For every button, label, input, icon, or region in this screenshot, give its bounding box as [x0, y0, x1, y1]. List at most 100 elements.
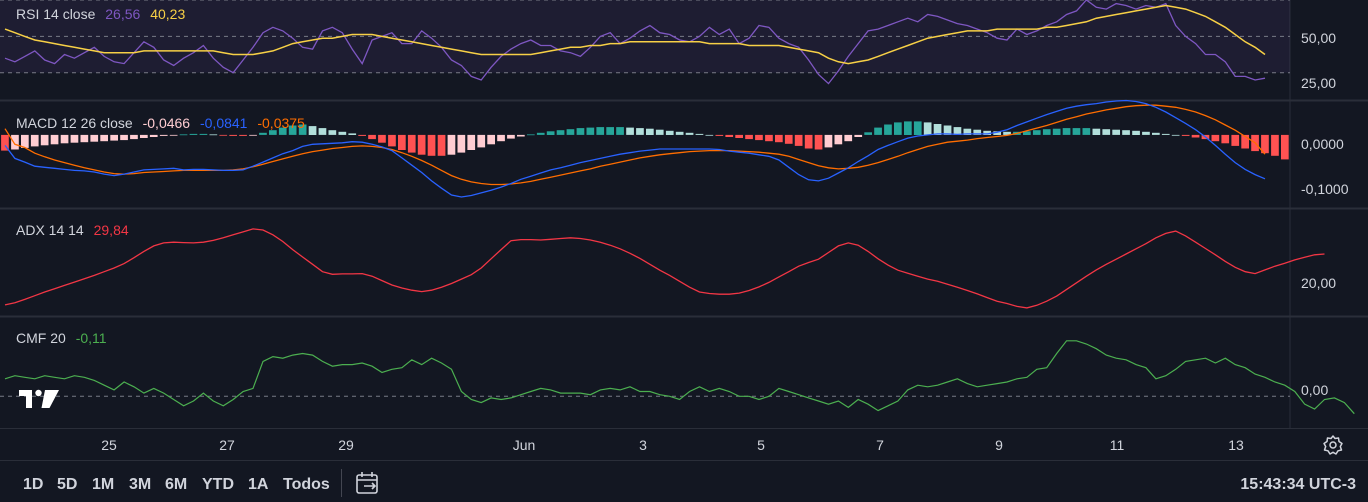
macd-histogram-bar: [358, 134, 366, 136]
macd-histogram-bar: [646, 128, 654, 135]
macd-histogram-bar: [1221, 134, 1230, 144]
rsi-line: [4, 0, 1266, 85]
macd-histogram-bar: [566, 129, 575, 135]
macd-histogram-bar: [1122, 130, 1130, 135]
macd-histogram-bar: [417, 134, 426, 155]
rsi-legend: RSI 14 close 26,56 40,23: [16, 6, 191, 22]
macd-histogram-bar: [636, 128, 644, 135]
macd-histogram-bar: [1152, 132, 1160, 135]
macd-histogram-bar: [844, 134, 853, 142]
macd-histogram-bar: [904, 121, 912, 135]
x-tick-7: 7: [876, 437, 884, 453]
macd-histogram-bar: [21, 134, 29, 148]
clock-readout[interactable]: 15:43:34 UTC-3: [1240, 476, 1356, 493]
macd-histogram-bar: [80, 134, 89, 143]
toolbar-divider: [341, 469, 342, 497]
macd-histogram-bar: [745, 134, 753, 140]
macd-histogram-bar: [497, 134, 505, 142]
macd-histogram-bar: [288, 125, 297, 135]
timeframe-6m[interactable]: 6M: [165, 476, 188, 493]
macd-histogram-bar: [1241, 134, 1249, 149]
macd-histogram-bar: [993, 131, 1001, 135]
gear-icon[interactable]: [1322, 434, 1344, 456]
adx-legend: ADX 14 14 29,84: [16, 222, 135, 238]
macd-histogram-bar: [199, 133, 208, 135]
macd-histogram-bar: [963, 128, 972, 135]
macd-histogram-bar: [249, 134, 257, 136]
adx-legend-value: 29,84: [93, 222, 129, 238]
macd-histogram-bar: [298, 124, 307, 135]
timeframe-1m[interactable]: 1M: [92, 476, 115, 493]
macd-histogram-bar: [665, 130, 674, 135]
macd-histogram-bar: [735, 134, 743, 138]
macd-histogram-bar: [705, 134, 714, 136]
macd-histogram-bar: [1023, 131, 1031, 135]
macd-histogram-bar: [407, 134, 416, 153]
macd-histogram-bar: [1181, 134, 1190, 136]
macd-histogram-bar: [1171, 134, 1180, 136]
macd-histogram-bar: [169, 134, 178, 136]
macd-histogram-bar: [1, 134, 9, 151]
macd-histogram-bar: [30, 134, 39, 147]
macd-histogram-bar: [348, 133, 357, 135]
macd-histogram-bar: [586, 127, 595, 135]
macd-histogram-bar: [140, 134, 148, 138]
macd-histogram-bar: [1032, 130, 1041, 135]
macd-histogram-bar: [854, 134, 863, 137]
macd-histogram-bar: [1231, 134, 1240, 146]
macd-histogram-bar: [695, 133, 704, 135]
macd-histogram-bar: [576, 128, 585, 135]
macd-histogram-bar: [596, 127, 605, 135]
timeframe-3m[interactable]: 3M: [129, 476, 152, 493]
macd-histogram-bar: [755, 134, 763, 141]
timeframe-todos[interactable]: Todos: [283, 476, 330, 493]
macd-histogram-bar: [318, 128, 327, 135]
x-tick-5: 5: [757, 437, 765, 453]
timeframe-5d[interactable]: 5D: [57, 476, 78, 493]
macd-histogram-bar: [11, 134, 19, 150]
macd-histogram-bar: [725, 134, 734, 137]
timeframe-1d[interactable]: 1D: [23, 476, 44, 493]
macd-tick-minus-01: -0,1000: [1301, 181, 1349, 197]
rsi-ma-line: [4, 4, 1266, 65]
cmf-tick-0: 0,00: [1301, 382, 1329, 398]
macd-histogram-bar: [388, 134, 396, 147]
macd-histogram-bar: [229, 134, 237, 136]
tradingview-logo[interactable]: [18, 388, 60, 410]
macd-signal-legend-value: -0,0375: [257, 115, 305, 131]
macd-histogram-bar: [943, 125, 952, 135]
macd-histogram-bar: [1042, 129, 1051, 135]
chart-background: [0, 0, 1368, 460]
macd-histogram-bar: [50, 134, 59, 145]
macd-histogram-bar: [953, 127, 962, 135]
macd-histogram-bar: [784, 134, 793, 144]
macd-histogram-legend-value: -0,0466: [142, 115, 191, 131]
macd-line: [4, 99, 1266, 198]
x-tick-13: 13: [1228, 437, 1244, 453]
macd-histogram-bar: [1003, 131, 1011, 135]
timeframe-ytd[interactable]: YTD: [202, 476, 234, 493]
x-tick-11: 11: [1109, 437, 1125, 453]
macd-histogram-bar: [556, 130, 565, 135]
macd-line-legend-value: -0,0841: [199, 115, 248, 131]
macd-histogram-bar: [308, 126, 317, 135]
cmf-legend-label: CMF 20: [16, 330, 66, 346]
macd-histogram-bar: [70, 134, 79, 143]
macd-legend: MACD 12 26 close -0,0466 -0,0841 -0,0375: [16, 115, 311, 131]
macd-histogram-bar: [1062, 128, 1071, 135]
macd-histogram-bar: [1142, 131, 1150, 135]
macd-histogram-bar: [864, 132, 872, 135]
calendar-goto-icon[interactable]: [355, 470, 381, 496]
macd-histogram-bar: [913, 121, 922, 135]
macd-histogram-bar: [1082, 128, 1091, 135]
macd-histogram-bar: [1211, 134, 1220, 142]
macd-histogram-bar: [527, 134, 535, 136]
timeframe-1a[interactable]: 1A: [248, 476, 269, 493]
macd-histogram-bar: [40, 134, 49, 146]
macd-histogram-bar: [675, 131, 684, 135]
macd-histogram-bar: [1102, 129, 1111, 135]
rsi-ma-legend-value: 40,23: [150, 6, 186, 22]
macd-histogram-bar: [685, 132, 694, 135]
macd-histogram-bar: [884, 124, 892, 135]
chart-area[interactable]: [0, 0, 1368, 460]
